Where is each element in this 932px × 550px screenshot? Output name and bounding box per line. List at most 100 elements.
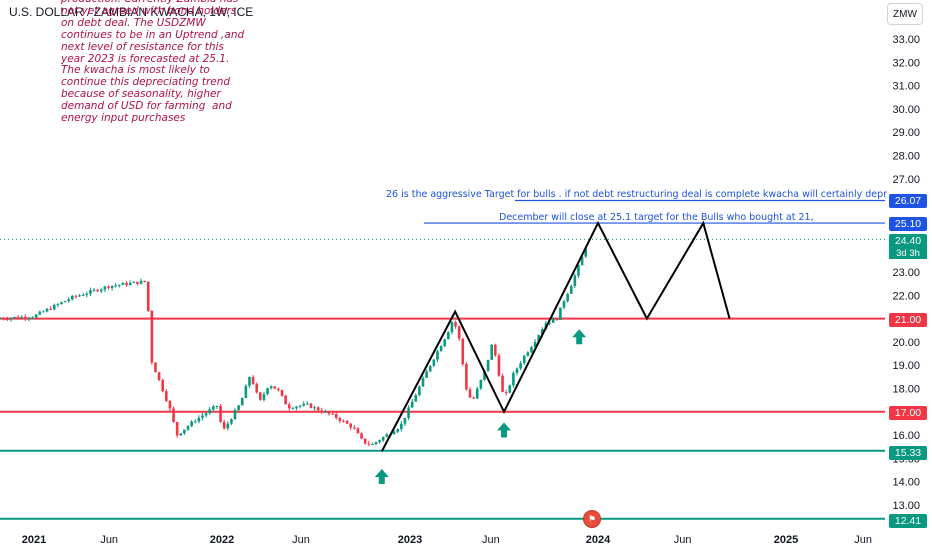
candle-body: [13, 316, 16, 319]
candle-body: [190, 421, 193, 427]
candle-body: [320, 410, 324, 413]
candle-body: [255, 384, 259, 393]
candle-body: [121, 282, 125, 285]
candle-body: [78, 295, 81, 297]
candle-body: [237, 405, 240, 411]
y-tick-label: 29.00: [892, 127, 920, 139]
candle-body: [81, 294, 85, 296]
candle-body: [407, 407, 410, 418]
candle-body: [428, 365, 432, 372]
candle-body: [143, 280, 146, 282]
candle-body: [136, 281, 139, 284]
up-arrows: [374, 329, 587, 485]
candle-body: [418, 386, 421, 396]
x-tick-label: Jun: [854, 534, 872, 546]
candle-body: [99, 289, 103, 292]
candle-body: [193, 421, 197, 423]
candle-body: [197, 417, 201, 422]
candle-body: [504, 391, 508, 393]
candle-body: [537, 335, 541, 342]
candle-body: [295, 406, 298, 409]
candle-body: [92, 289, 96, 291]
candle-body: [533, 341, 537, 348]
price-tag-15-33: 15.33: [889, 446, 927, 460]
candle-body: [125, 282, 128, 286]
candle-body: [559, 307, 562, 320]
candle-body: [371, 444, 374, 446]
candle-body: [240, 398, 244, 406]
candle-body: [219, 405, 222, 422]
candle-body: [465, 363, 468, 390]
candle-body: [2, 318, 5, 320]
symbol-title: U.S. DOLLAR / ZAMBIAN KWACHA, 1W, ICE: [6, 4, 257, 20]
candle-body: [363, 438, 367, 444]
pattern-drawing: [380, 220, 731, 452]
candle-body: [16, 316, 20, 319]
price-tag-26-07: 26.07: [889, 194, 927, 208]
y-tick-label: 22.00: [892, 290, 920, 302]
candle-body: [584, 248, 588, 257]
candle-body: [212, 406, 215, 410]
candle-body: [49, 308, 52, 310]
analysis-note: production. Currently Zambia has not yet…: [61, 0, 245, 125]
candle-body: [266, 388, 269, 395]
candle-body: [569, 286, 573, 294]
candle-body: [512, 373, 515, 386]
candle-body: [154, 362, 157, 373]
candle-body: [316, 407, 320, 411]
candle-body: [353, 427, 356, 429]
candle-body: [150, 310, 154, 363]
candle-body: [425, 371, 428, 378]
candle-body: [454, 322, 457, 327]
candle-body: [400, 423, 403, 430]
candle-body: [103, 286, 107, 290]
price-tag-25-10: 25.10: [889, 217, 927, 231]
candle-body: [573, 275, 577, 287]
flag-icon[interactable]: ⚑: [583, 510, 601, 528]
candle-body: [60, 302, 63, 305]
candle-body: [522, 355, 526, 364]
currency-button[interactable]: ZMW: [887, 3, 923, 25]
y-tick-label: 30.00: [892, 104, 920, 116]
candle-body: [56, 304, 60, 306]
candle-body: [24, 316, 27, 319]
candle-body: [562, 301, 566, 308]
x-tick-label: Jun: [292, 534, 310, 546]
candle-body: [165, 391, 168, 401]
candle-body: [20, 316, 24, 319]
candle-body: [34, 314, 38, 318]
candle-body: [38, 311, 42, 315]
candle-body: [483, 370, 486, 380]
candle-body: [475, 388, 479, 399]
x-tick-label: 2021: [22, 534, 46, 546]
candle-body: [519, 363, 522, 369]
candle-body: [118, 284, 121, 286]
candle-body: [461, 338, 465, 364]
candle-body: [262, 394, 266, 400]
candle-body: [146, 281, 150, 311]
candles: [0, 247, 588, 447]
candle-body: [284, 395, 287, 405]
candle-body: [338, 417, 342, 421]
december-close-annotation: December will close at 25.1 target for t…: [499, 212, 814, 223]
candle-body: [67, 299, 71, 302]
candle-body: [331, 413, 334, 415]
up-arrow-icon: [572, 329, 587, 345]
candle-body: [175, 421, 179, 436]
candle-body: [566, 293, 569, 302]
y-tick-label: 16.00: [892, 430, 920, 442]
candle-body: [381, 437, 385, 441]
candle-body: [309, 403, 313, 409]
candle-body: [360, 433, 363, 439]
candle-body: [324, 411, 327, 413]
candle-body: [132, 281, 136, 283]
candle-body: [110, 285, 114, 288]
candle-body: [468, 389, 472, 398]
candle-body: [139, 280, 143, 284]
candle-body: [168, 400, 172, 409]
candle-body: [580, 256, 584, 266]
candle-body: [443, 339, 447, 347]
time-axis: 2021 Jun 2022 Jun 2023 Jun 2024 Jun 2025 Jun: [22, 534, 872, 546]
horizontal-levels: [0, 199, 885, 520]
y-tick-label: 32.00: [892, 57, 920, 69]
